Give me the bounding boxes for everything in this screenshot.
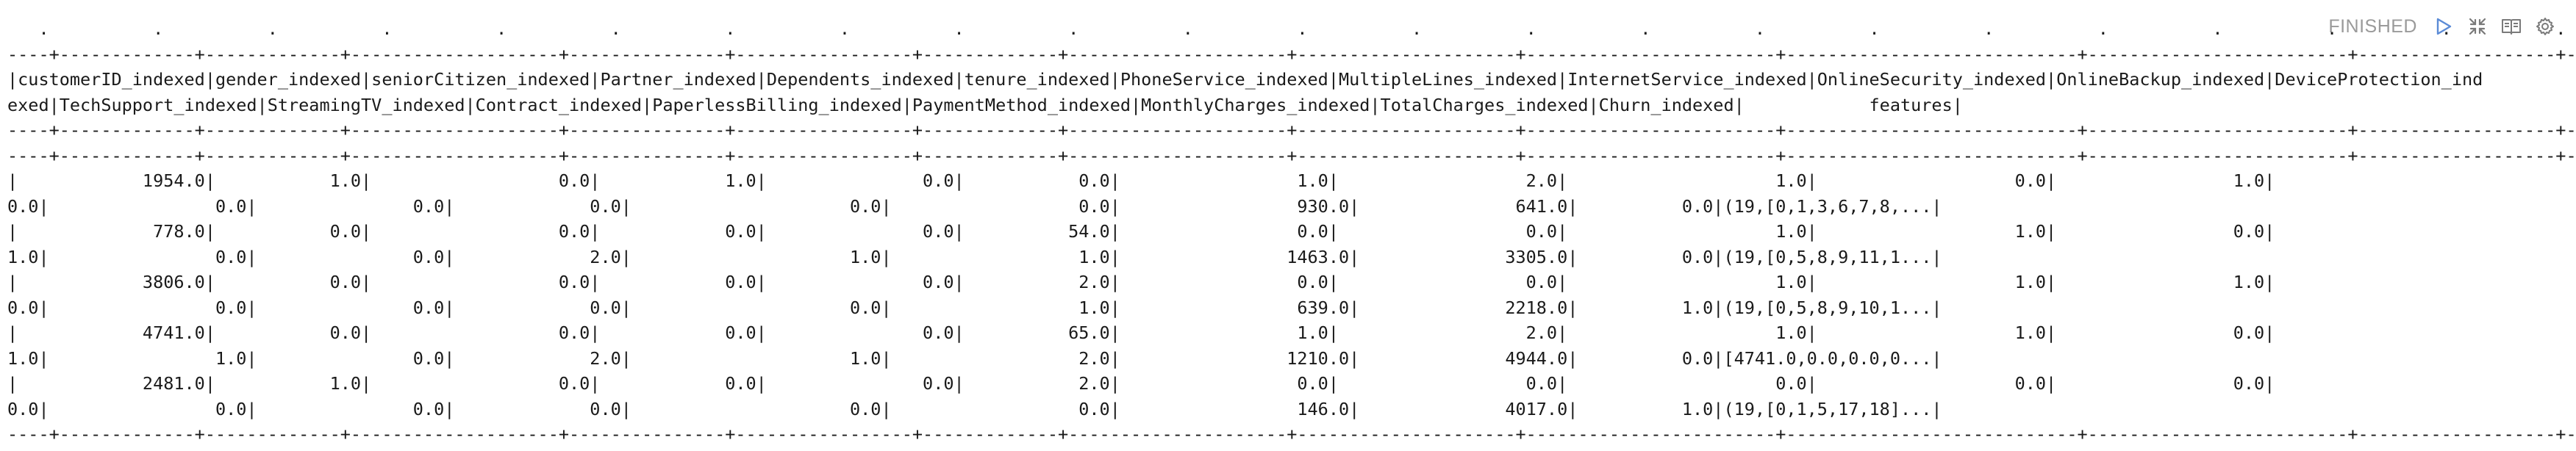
- collapse-icon[interactable]: [2466, 15, 2489, 38]
- table-row: | 1954.0| 1.0| 0.0| 1.0| 0.0| 0.0| 1.0| …: [7, 170, 2275, 191]
- table-row: | 3806.0| 0.0| 0.0| 0.0| 0.0| 2.0| 0.0| …: [7, 272, 2275, 292]
- table-header-row: |customerID_indexed|gender_indexed|senio…: [7, 69, 2483, 90]
- table-row-continued: 1.0| 0.0| 0.0| 2.0| 1.0| 1.0| 1463.0| 33…: [7, 246, 1942, 267]
- table-row-continued: 0.0| 0.0| 0.0| 0.0| 0.0| 0.0| 930.0| 641…: [7, 195, 1942, 217]
- table-row: | 4741.0| 0.0| 0.0| 0.0| 0.0| 65.0| 1.0|…: [7, 322, 2275, 343]
- table-row-continued: 0.0| 0.0| 0.0| 0.0| 0.0| 1.0| 639.0| 221…: [7, 297, 1942, 318]
- table-border: ----+-------------+-------------+-------…: [7, 145, 2576, 166]
- run-icon[interactable]: [2432, 15, 2455, 38]
- table-row: | 778.0| 0.0| 0.0| 0.0| 0.0| 54.0| 0.0| …: [7, 221, 2275, 242]
- table-row: | 2481.0| 1.0| 0.0| 0.0| 0.0| 2.0| 0.0| …: [7, 373, 2275, 394]
- book-icon[interactable]: [2500, 15, 2523, 38]
- table-border: ----+-------------+-------------+-------…: [7, 43, 2576, 65]
- status-label: FINISHED: [2328, 15, 2417, 37]
- table-row-continued: 1.0| 1.0| 0.0| 2.0| 1.0| 2.0| 1210.0| 49…: [7, 347, 1942, 369]
- table-header-row-continued: exed|TechSupport_indexed|StreamingTV_ind…: [7, 94, 1963, 115]
- table-border: ----+-------------+-------------+-------…: [7, 424, 2576, 444]
- result-output: . . . . . . . . . . . . . . . . . . .: [7, 16, 2576, 447]
- table-border: ----+-------------+-------------+-------…: [7, 120, 2576, 140]
- paragraph-toolbar: FINISHED: [2328, 13, 2557, 40]
- gear-icon[interactable]: [2533, 15, 2557, 38]
- output-line-dots: . . . . . . . . . . . . . . . . . . .: [38, 18, 2566, 39]
- table-row-continued: 0.0| 0.0| 0.0| 0.0| 0.0| 0.0| 146.0| 401…: [7, 398, 1942, 419]
